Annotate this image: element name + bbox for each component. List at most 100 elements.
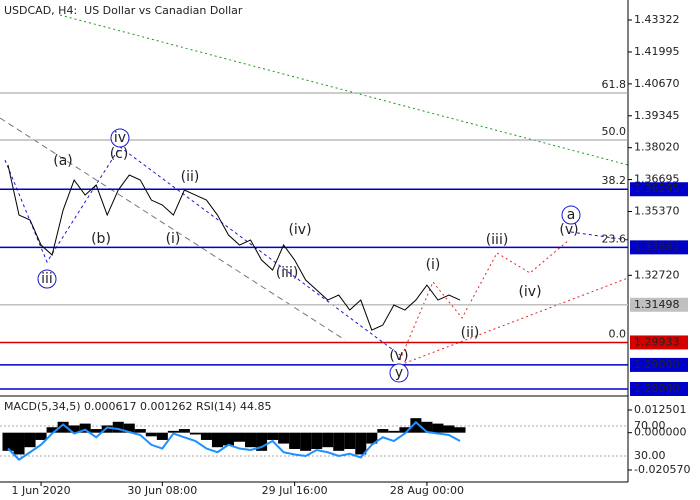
- level-box: [630, 357, 688, 372]
- y-tick-label: 1.32720: [634, 268, 680, 281]
- macd-bar: [311, 432, 323, 450]
- macd-bar: [90, 429, 102, 433]
- macd-bar: [2, 432, 14, 451]
- macd-bar: [101, 425, 113, 433]
- wave-label: (ii): [461, 325, 480, 341]
- fib-label: 61.8: [602, 78, 627, 91]
- wave-label: (v): [389, 348, 408, 364]
- y-tick-label: -0.020570: [634, 463, 690, 476]
- macd-bar: [355, 432, 367, 455]
- wave-circle: [389, 363, 409, 383]
- projection-line: [399, 239, 570, 361]
- y-tick-label: 1.41995: [634, 45, 680, 58]
- macd-bar: [79, 423, 91, 433]
- y2-tick-label: 70.00: [634, 419, 666, 432]
- macd-bar: [366, 432, 378, 444]
- y-tick-label: 1.38020: [634, 141, 680, 154]
- macd-bar: [13, 432, 25, 455]
- wave-circle: [110, 128, 130, 148]
- macd-bar: [189, 432, 201, 435]
- level-label: 1.33882: [634, 240, 680, 253]
- macd-bar: [245, 432, 257, 448]
- y-tick-label: 1.39345: [634, 109, 680, 122]
- wave-label: (b): [91, 231, 111, 247]
- wave-label: iii: [41, 271, 53, 287]
- projection-line: [399, 277, 629, 366]
- x-tick-label: 30 Jun 08:00: [127, 484, 197, 497]
- wave-label: (iv): [518, 284, 541, 300]
- macd-bar: [333, 432, 345, 451]
- y-tick-label: 0.000000: [634, 426, 687, 439]
- wave-label: (iii): [276, 265, 299, 281]
- macd-bar: [24, 432, 36, 448]
- macd-bar: [443, 425, 455, 433]
- x-tick-label: 28 Aug 00:00: [390, 484, 464, 497]
- macd-bar: [454, 427, 466, 433]
- fib-label: 38.2: [602, 174, 627, 187]
- level-box: [630, 335, 688, 350]
- macd-bar: [46, 427, 58, 433]
- macd-bar: [112, 421, 124, 433]
- y2-tick-label: 30.00: [634, 449, 666, 462]
- macd-bar: [134, 429, 146, 433]
- wave-line: [4, 146, 401, 356]
- macd-bar: [222, 432, 234, 446]
- wave-label: iv: [114, 130, 126, 146]
- level-label: 1.31498: [634, 298, 680, 311]
- wave-label: (i): [166, 231, 181, 247]
- wave-label: (iii): [486, 232, 509, 248]
- macd-bar: [123, 423, 135, 433]
- macd-bar: [145, 432, 157, 437]
- macd-bar: [234, 432, 246, 442]
- level-box: [630, 297, 688, 312]
- rsi-line: [7, 420, 461, 462]
- price-line: [7, 164, 461, 331]
- wave-label: (ii): [181, 169, 200, 185]
- level-label: 1.29933: [634, 335, 680, 348]
- macd-bar: [35, 432, 47, 440]
- macd-bar: [256, 432, 268, 451]
- y-tick-label: 1.35370: [634, 205, 680, 218]
- macd-bar: [377, 429, 389, 433]
- level-box: [630, 182, 688, 197]
- macd-bar: [421, 421, 433, 433]
- level-box: [630, 240, 688, 255]
- level-box: [630, 382, 688, 397]
- y-tick-label: 1.40670: [634, 77, 680, 90]
- macd-bar: [267, 432, 279, 440]
- wave-circle: [37, 269, 57, 289]
- indicator-title: MACD(5,34,5) 0.000617 0.001262 RSI(14) 4…: [4, 400, 271, 413]
- x-tick-label: 29 Jul 16:00: [262, 484, 328, 497]
- channel-line: [0, 117, 346, 341]
- macd-bar: [289, 432, 301, 450]
- x-tick-label: 1 Jun 2020: [11, 484, 70, 497]
- chart-title: USDCAD, H4: US Dollar vs Canadian Dollar: [4, 4, 243, 17]
- macd-bar: [200, 432, 212, 440]
- macd-bar: [388, 430, 400, 433]
- level-label: 1.28000: [634, 382, 680, 395]
- wave-label: (a): [53, 153, 73, 169]
- macd-bar: [410, 418, 422, 433]
- macd-bar: [300, 432, 312, 451]
- macd-bar: [156, 432, 168, 440]
- macd-bar: [399, 427, 411, 433]
- macd-bar: [211, 432, 223, 448]
- y-tick-label: 1.43322: [634, 13, 680, 26]
- wave-label: (iv): [288, 222, 311, 238]
- y-tick-label: 0.012501: [634, 403, 687, 416]
- fib-label: 23.6: [602, 232, 627, 245]
- wave-label: (c): [110, 146, 129, 162]
- macd-bar: [68, 425, 80, 433]
- fib-label: 50.0: [602, 125, 627, 138]
- level-label: 1.36295: [634, 182, 680, 195]
- fib-label: 0.0: [609, 327, 627, 340]
- level-label: 1.29000: [634, 358, 680, 371]
- macd-bar: [278, 432, 290, 444]
- macd-bar: [344, 432, 356, 450]
- macd-bar: [178, 429, 190, 433]
- wave-label: (v): [559, 222, 578, 238]
- macd-bar: [57, 421, 69, 433]
- macd-bar: [432, 423, 444, 433]
